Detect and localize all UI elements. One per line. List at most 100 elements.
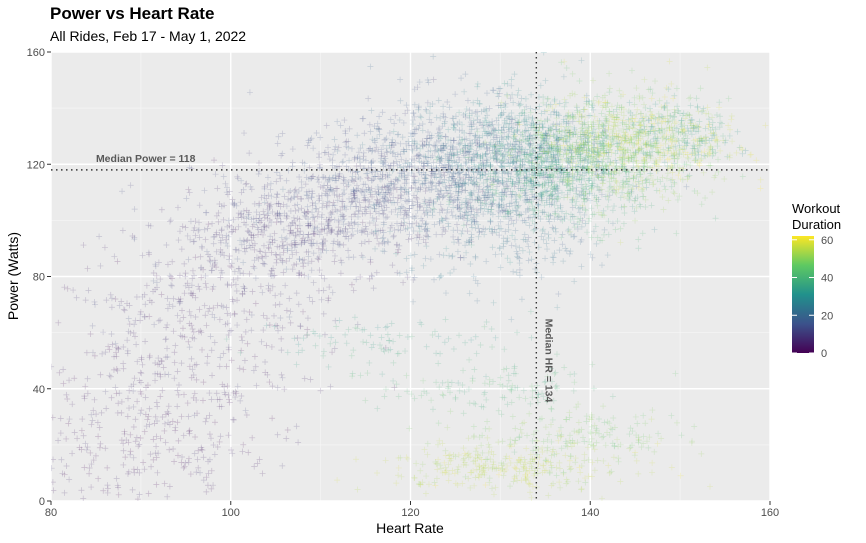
data-point <box>326 284 333 291</box>
data-point <box>414 201 421 208</box>
data-point <box>185 186 192 193</box>
data-point <box>270 265 277 272</box>
data-point <box>111 353 118 360</box>
data-point <box>138 356 145 363</box>
data-point <box>317 387 324 394</box>
data-point <box>232 226 239 233</box>
data-point <box>98 409 105 416</box>
data-point <box>393 241 400 248</box>
data-point <box>126 302 133 309</box>
data-point <box>92 301 99 308</box>
data-point <box>57 430 64 437</box>
data-point <box>135 443 142 450</box>
data-point <box>193 361 200 368</box>
data-point <box>254 224 261 231</box>
data-point <box>324 230 331 237</box>
data-point <box>163 324 170 331</box>
data-point <box>329 349 336 356</box>
data-point <box>272 292 279 299</box>
data-point <box>204 360 211 367</box>
data-point <box>199 447 206 454</box>
data-point <box>308 236 315 243</box>
data-point <box>244 228 251 235</box>
data-point <box>170 295 177 302</box>
data-point <box>345 220 352 227</box>
data-point <box>235 223 242 230</box>
data-point <box>282 282 289 289</box>
data-point <box>161 420 168 427</box>
data-point <box>257 248 264 255</box>
data-point <box>157 317 164 324</box>
data-point <box>152 377 159 384</box>
data-point <box>175 296 182 303</box>
data-point <box>124 300 131 307</box>
data-point <box>84 390 91 397</box>
data-point <box>186 427 193 434</box>
data-point <box>61 489 68 496</box>
data-point <box>125 315 132 322</box>
data-point <box>59 470 66 477</box>
data-point <box>142 338 149 345</box>
data-point <box>91 352 98 359</box>
data-point <box>328 229 335 236</box>
data-point <box>295 439 302 446</box>
data-point <box>251 257 258 264</box>
data-point <box>248 327 255 334</box>
data-point <box>188 374 195 381</box>
data-point <box>203 322 210 329</box>
data-point <box>336 240 343 247</box>
data-point <box>201 302 208 309</box>
data-point <box>81 464 88 471</box>
data-point <box>185 284 192 291</box>
data-point <box>248 237 255 244</box>
data-point <box>433 231 440 238</box>
data-point <box>113 390 120 397</box>
data-point <box>380 210 387 217</box>
data-point <box>343 183 350 190</box>
data-point <box>262 249 269 256</box>
data-point <box>294 335 301 342</box>
data-point <box>240 441 247 448</box>
data-point <box>130 403 137 410</box>
data-point <box>197 253 204 260</box>
data-point <box>226 327 233 334</box>
data-point <box>323 188 330 195</box>
data-point <box>104 482 111 489</box>
data-point <box>267 287 274 294</box>
data-point <box>166 446 173 453</box>
data-point <box>261 214 268 221</box>
data-point <box>138 407 145 414</box>
data-point <box>287 319 294 326</box>
data-point <box>309 298 316 305</box>
data-point <box>92 452 99 459</box>
data-point <box>279 462 286 469</box>
data-point <box>338 259 345 266</box>
data-point <box>348 199 355 206</box>
data-point <box>129 232 136 239</box>
data-point <box>327 228 334 235</box>
data-point <box>382 184 389 191</box>
data-point <box>198 243 205 250</box>
data-point <box>241 357 248 364</box>
data-point <box>252 300 259 307</box>
data-point <box>193 469 200 476</box>
data-point <box>182 273 189 280</box>
data-point <box>146 354 153 361</box>
data-point <box>266 217 273 224</box>
data-point <box>351 211 358 218</box>
data-point <box>310 230 317 237</box>
data-point <box>115 491 122 498</box>
data-point <box>133 434 140 441</box>
data-point <box>365 238 372 245</box>
data-point <box>274 210 281 217</box>
data-point <box>247 244 254 251</box>
data-point <box>142 411 149 418</box>
data-point <box>304 234 311 241</box>
data-point <box>251 265 258 272</box>
data-point <box>321 331 328 338</box>
data-point <box>197 327 204 334</box>
data-point <box>153 454 160 461</box>
data-point <box>393 241 400 248</box>
data-point <box>154 361 161 368</box>
data-point <box>190 238 197 245</box>
